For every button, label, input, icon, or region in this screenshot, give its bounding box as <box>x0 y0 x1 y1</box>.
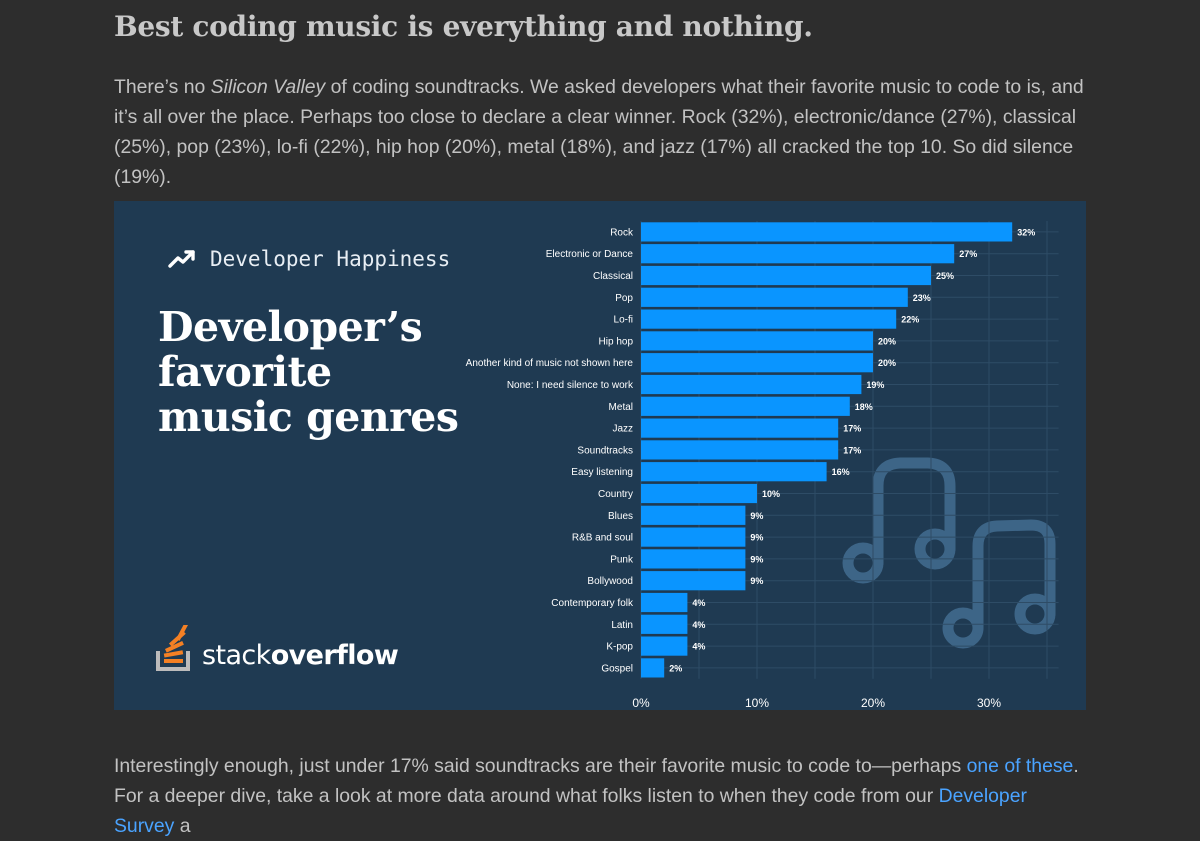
bar <box>641 571 746 591</box>
value-label: 17% <box>843 424 861 434</box>
bar <box>641 222 1013 242</box>
logo-wordmark: stackoverflow <box>202 640 399 671</box>
category-label: Electronic or Dance <box>546 249 634 260</box>
value-label: 10% <box>762 489 780 499</box>
trend-up-icon <box>168 250 195 268</box>
value-label: 19% <box>866 380 884 390</box>
intro-emphasis: Silicon Valley <box>210 76 326 98</box>
bar <box>641 418 839 438</box>
followup-paragraph: Interestingly enough, just under 17% sai… <box>114 751 1086 841</box>
category-label: Pop <box>615 293 633 304</box>
value-label: 17% <box>843 445 861 455</box>
bar <box>641 549 746 569</box>
value-label: 25% <box>936 271 954 281</box>
category-label: Blues <box>608 511 633 522</box>
bar <box>641 505 746 525</box>
value-label: 9% <box>750 533 763 543</box>
bar <box>641 636 688 656</box>
stack-overflow-logo: stackoverflow <box>156 625 399 671</box>
chart-figure: Developer Happiness Developer’s favorite… <box>114 201 1086 710</box>
category-label: None: I need silence to work <box>507 380 634 391</box>
category-label: Easy listening <box>571 467 633 478</box>
value-label: 9% <box>750 554 763 564</box>
value-label: 2% <box>669 663 682 673</box>
category-label: Metal <box>609 402 633 413</box>
bar <box>641 265 931 286</box>
x-tick-label: 10% <box>745 696 769 710</box>
bar <box>641 658 665 678</box>
bar <box>641 614 688 634</box>
intro-text-end: of coding soundtracks. We asked develope… <box>114 76 1084 188</box>
category-label: K-pop <box>606 642 633 653</box>
value-label: 4% <box>692 598 705 608</box>
value-label: 4% <box>692 620 705 630</box>
category-label: Contemporary folk <box>551 598 634 609</box>
bar <box>641 483 757 504</box>
bar <box>641 309 897 329</box>
intro-paragraph: There’s no Silicon Valley of coding soun… <box>114 72 1086 192</box>
category-label: Lo-fi <box>614 315 633 326</box>
value-label: 32% <box>1017 227 1035 237</box>
value-label: 16% <box>832 467 850 477</box>
bar <box>641 287 908 307</box>
category-label: Classical <box>593 271 633 282</box>
x-tick-label: 30% <box>977 696 1001 710</box>
chart-x-ticks: 0% 10% 20% 30% <box>632 696 1001 710</box>
music-note-icon <box>842 457 1056 649</box>
bar <box>641 527 746 547</box>
value-label: 9% <box>750 576 763 586</box>
soundtracks-link[interactable]: one of these <box>966 755 1074 777</box>
value-label: 22% <box>901 315 919 325</box>
section-heading: Best coding music is everything and noth… <box>114 10 813 43</box>
value-label: 20% <box>878 336 896 346</box>
category-label: Another kind of music not shown here <box>466 358 634 369</box>
figure-kicker-text: Developer Happiness <box>210 247 451 271</box>
followup-text-start: Interestingly enough, just under 17% sai… <box>114 755 967 777</box>
bar <box>641 353 873 373</box>
followup-text-end: a <box>174 815 191 837</box>
chart-category-labels: Rock Electronic or Dance Classical Pop Lo-fi… <box>466 227 634 674</box>
value-label: 4% <box>692 642 705 652</box>
value-label: 9% <box>750 511 763 521</box>
value-label: 20% <box>878 358 896 368</box>
bar-chart: Rock Electronic or Dance Classical Pop Lo-fi… <box>466 221 1059 710</box>
category-label: Gospel <box>601 663 633 674</box>
category-label: R&B and soul <box>572 533 633 544</box>
category-label: Latin <box>611 620 633 631</box>
bar <box>641 462 827 482</box>
bar <box>641 331 873 351</box>
bar <box>641 592 688 613</box>
bar <box>641 440 839 460</box>
logo-word-regular: stack <box>202 640 271 671</box>
category-label: Soundtracks <box>577 445 633 456</box>
value-label: 27% <box>959 249 977 259</box>
category-label: Jazz <box>612 424 633 435</box>
value-label: 23% <box>913 293 931 303</box>
stack-overflow-logo-icon <box>156 625 190 671</box>
x-tick-label: 0% <box>632 696 650 710</box>
category-label: Hip hop <box>599 336 634 347</box>
intro-text-start: There’s no <box>114 76 211 98</box>
chart-bars <box>641 222 1013 678</box>
bar <box>641 374 862 395</box>
bar <box>641 244 955 264</box>
bar <box>641 396 850 416</box>
figure-title: Developer’s favorite music genres <box>158 303 459 441</box>
category-label: Rock <box>610 227 634 238</box>
value-label: 18% <box>855 402 873 412</box>
logo-word-bold: overflow <box>270 640 399 671</box>
chart-value-labels: 32% 27% 25% 23% 22% 20% 20% 19% 18% 17% 17% 16% 10% 9… <box>669 227 1035 673</box>
category-label: Punk <box>610 554 634 565</box>
category-label: Country <box>598 489 633 500</box>
x-tick-label: 20% <box>861 696 885 710</box>
category-label: Bollywood <box>587 576 633 587</box>
figure-kicker: Developer Happiness <box>168 247 450 271</box>
